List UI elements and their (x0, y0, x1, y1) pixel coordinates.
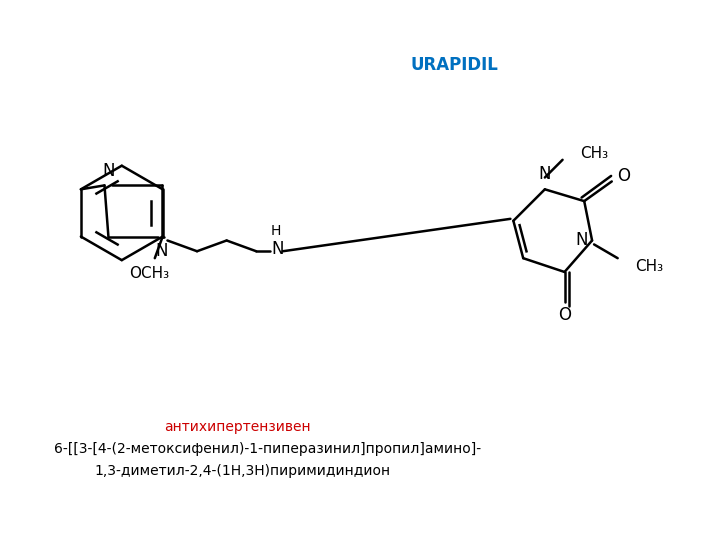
Text: N: N (576, 232, 588, 249)
Text: 6-[[3-[4-(2-метоксифенил)-1-пиперазинил]пропил]амино]-: 6-[[3-[4-(2-метоксифенил)-1-пиперазинил]… (54, 442, 481, 456)
Text: N: N (156, 242, 168, 260)
Text: OCH₃: OCH₃ (129, 266, 169, 281)
Text: O: O (617, 166, 630, 185)
Text: N: N (271, 240, 284, 258)
Text: 1,3-диметил-2,4-(1Н,3Н)пиримидиндион: 1,3-диметил-2,4-(1Н,3Н)пиримидиндион (95, 464, 391, 478)
Text: CH₃: CH₃ (635, 259, 664, 274)
Text: N: N (102, 163, 114, 180)
Text: N: N (539, 165, 551, 184)
Text: H: H (271, 225, 281, 239)
Text: антихипертензивен: антихипертензивен (165, 421, 311, 435)
Text: URAPIDIL: URAPIDIL (410, 56, 498, 75)
Text: O: O (558, 306, 571, 324)
Text: CH₃: CH₃ (580, 146, 608, 161)
